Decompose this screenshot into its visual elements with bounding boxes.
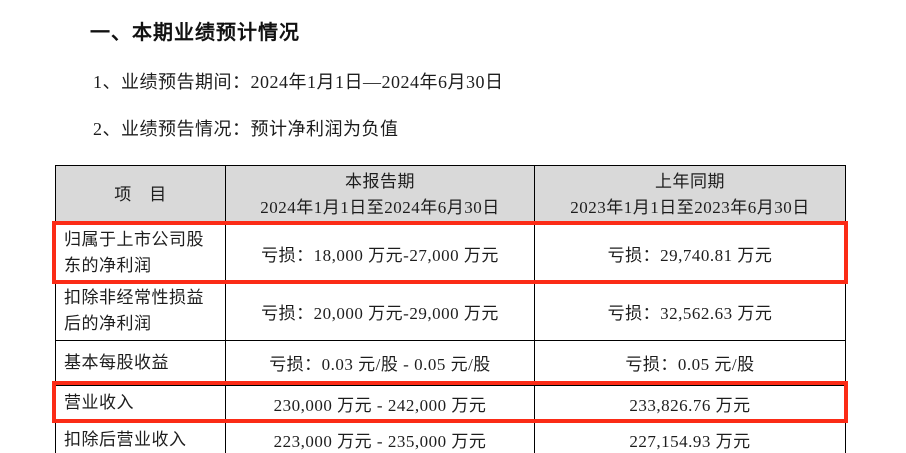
col-header-current-subtitle: 2024年1月1日至2024年6月30日 <box>260 198 500 217</box>
item-cell: 营业收入 <box>55 384 226 422</box>
prior-period-cell: 亏损：0.05 元/股 <box>534 339 846 386</box>
section-title: 一、本期业绩预计情况 <box>90 22 300 44</box>
item-cell: 归属于上市公司股东的净利润 <box>55 224 226 283</box>
current-period-cell: 230,000 万元 - 242,000 万元 <box>225 384 535 422</box>
data-table: 项 目 本报告期 2024年1月1日至2024年6月30日 上年同期 2023年… <box>55 165 846 453</box>
current-period-cell: 亏损：18,000 万元-27,000 万元 <box>225 224 535 283</box>
performance-forecast-table: 项 目 本报告期 2024年1月1日至2024年6月30日 上年同期 2023年… <box>52 165 848 453</box>
col-header-prior-period: 上年同期 2023年1月1日至2023年6月30日 <box>534 165 846 225</box>
current-period-cell: 亏损：20,000 万元-29,000 万元 <box>225 281 535 341</box>
col-header-prior-title: 上年同期 <box>655 171 725 191</box>
table-row-net-profit-excl-nonrecurring: 扣除非经常性损益后的净利润 亏损：20,000 万元-29,000 万元 亏损：… <box>55 281 846 341</box>
forecast-summary-line: 2、业绩预告情况：预计净利润为负值 <box>93 119 399 139</box>
col-header-item: 项 目 <box>55 165 226 225</box>
item-cell: 扣除非经常性损益后的净利润 <box>55 281 226 341</box>
col-header-prior-subtitle: 2023年1月1日至2023年6月30日 <box>570 198 810 217</box>
prior-period-cell: 亏损：29,740.81 万元 <box>534 224 846 283</box>
item-cell: 基本每股收益 <box>55 339 226 386</box>
table-row-revenue-after-deduction: 扣除后营业收入 223,000 万元 - 235,000 万元 227,154.… <box>55 420 846 453</box>
item-cell: 扣除后营业收入 <box>55 420 226 453</box>
table-row-net-profit-attributable: 归属于上市公司股东的净利润 亏损：18,000 万元-27,000 万元 亏损：… <box>55 224 846 283</box>
header-row: 项 目 本报告期 2024年1月1日至2024年6月30日 上年同期 2023年… <box>55 165 846 225</box>
forecast-period-line: 1、业绩预告期间：2024年1月1日—2024年6月30日 <box>93 72 504 92</box>
table-row-basic-eps: 基本每股收益 亏损：0.03 元/股 - 0.05 元/股 亏损：0.05 元/… <box>55 339 846 386</box>
prior-period-cell: 233,826.76 万元 <box>534 384 846 422</box>
current-period-cell: 223,000 万元 - 235,000 万元 <box>225 420 535 453</box>
current-period-cell: 亏损：0.03 元/股 - 0.05 元/股 <box>225 339 535 386</box>
prior-period-cell: 亏损：32,562.63 万元 <box>534 281 846 341</box>
col-header-current-period: 本报告期 2024年1月1日至2024年6月30日 <box>225 165 535 225</box>
table-row-operating-revenue: 营业收入 230,000 万元 - 242,000 万元 233,826.76 … <box>55 384 846 422</box>
col-header-item-title: 项 目 <box>114 184 167 204</box>
prior-period-cell: 227,154.93 万元 <box>534 420 846 453</box>
col-header-current-title: 本报告期 <box>345 171 415 191</box>
